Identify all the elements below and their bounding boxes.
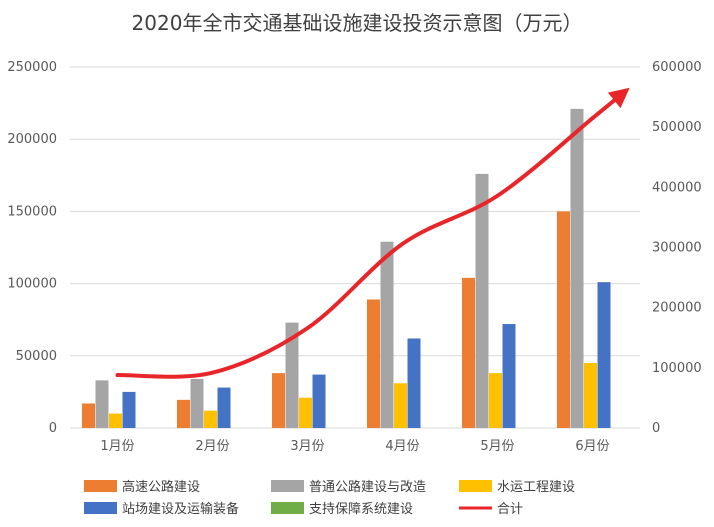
bar: [272, 373, 285, 428]
bar: [407, 338, 421, 428]
bar-series-group: [82, 108, 611, 428]
trend-arrow-head: [607, 87, 630, 109]
y2-axis-tick-label: 600000: [652, 60, 702, 75]
bar: [475, 173, 489, 428]
y-axis-tick-label: 100000: [7, 277, 57, 292]
x-axis-category-label: 5月份: [480, 439, 514, 454]
y2-axis-tick-label: 200000: [652, 301, 702, 316]
legend-item: 普通公路建设与改造: [271, 479, 426, 495]
x-axis-category-label: 4月份: [385, 439, 419, 454]
bar: [489, 373, 502, 428]
bar: [597, 282, 611, 428]
bar: [82, 403, 95, 428]
legend-label: 普通公路建设与改造: [309, 479, 426, 495]
bar: [584, 363, 597, 428]
chart-title: 2020年全市交通基础设施建设投资示意图（万元）: [132, 11, 583, 35]
y2-axis-tick-label: 100000: [652, 361, 702, 376]
y-axis-tick-label: 0: [49, 421, 57, 436]
y-axis-tick-label: 250000: [7, 60, 57, 75]
gridlines: [70, 66, 640, 429]
x-axis-category-label: 2月份: [195, 439, 229, 454]
bar: [299, 397, 312, 428]
y-axis-tick-label: 50000: [16, 349, 57, 364]
bar: [462, 277, 475, 428]
x-axis-category-label: 1月份: [100, 439, 134, 454]
legend-label: 支持保障系统建设: [309, 502, 413, 517]
legend-swatch: [271, 480, 304, 492]
x-axis-category-label: 6月份: [575, 439, 609, 454]
total-line-group: [115, 87, 630, 379]
x-axis-category-label: 3月份: [290, 439, 324, 454]
total-line: [115, 116, 595, 379]
legend-item: 站场建设及运输装备: [84, 501, 239, 517]
y-axis-tick-label: 200000: [7, 132, 57, 147]
y2-axis-tick-label: 0: [652, 421, 660, 436]
legend-label: 水运工程建设: [497, 480, 575, 495]
bar: [190, 378, 204, 428]
y2-axis-tick-label: 300000: [652, 241, 702, 256]
legend-swatch: [84, 480, 117, 492]
legend-label: 合计: [497, 502, 523, 517]
bar: [217, 387, 231, 428]
legend-item: 水运工程建设: [459, 480, 575, 495]
bar: [557, 211, 570, 428]
bar: [502, 324, 516, 428]
y2-axis-tick-label: 400000: [652, 180, 702, 195]
bar: [380, 241, 394, 428]
legend-label: 站场建设及运输装备: [122, 501, 239, 517]
legend-item: 支持保障系统建设: [271, 502, 413, 517]
bar: [367, 299, 380, 428]
bar: [109, 413, 122, 428]
legend-item: 合计: [459, 502, 523, 517]
y2-axis-tick-label: 500000: [652, 120, 702, 135]
axis-labels-group: 0 50000 100000 150000 200000 250000 0 100000 200…: [7, 60, 701, 454]
bar: [122, 391, 136, 428]
y-axis-tick-label: 150000: [7, 204, 57, 219]
bar: [95, 380, 109, 428]
legend-swatch: [271, 502, 304, 514]
bar: [394, 383, 407, 428]
legend-item: 高速公路建设: [84, 479, 200, 495]
legend-swatch: [84, 502, 117, 514]
bar: [312, 374, 326, 428]
bar: [570, 108, 584, 428]
legend-label: 高速公路建设: [122, 479, 200, 495]
bar: [177, 399, 190, 428]
bar: [204, 410, 217, 428]
bar: [285, 322, 299, 428]
legend-swatch: [459, 480, 492, 492]
